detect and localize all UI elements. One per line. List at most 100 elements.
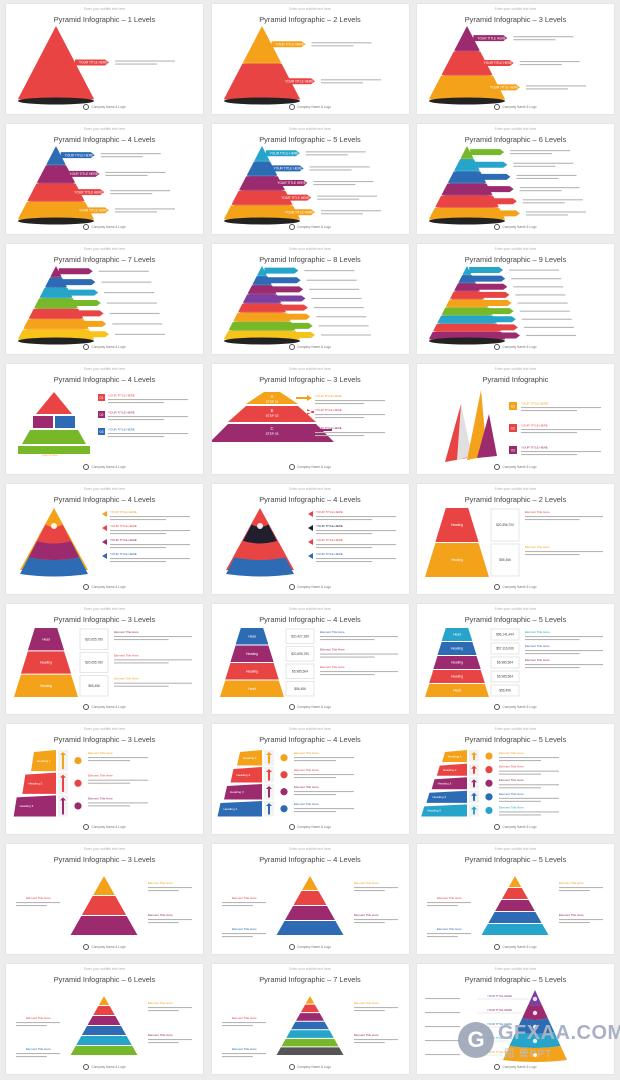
text-line — [559, 887, 603, 889]
number-badge — [509, 446, 517, 454]
slide-8[interactable]: Enter your subtitle text here Pyramid Inf… — [211, 244, 409, 354]
element-title: Element Title Here — [320, 648, 345, 652]
item-icon — [485, 766, 493, 774]
slide-artwork — [429, 146, 586, 225]
round-level-2 — [242, 524, 277, 544]
slide-20[interactable]: Enter your subtitle text here Pyramid Inf… — [211, 724, 409, 834]
text-line — [559, 922, 590, 924]
level-description — [522, 199, 583, 201]
slide-subtitle: Enter your subtitle text here — [494, 367, 537, 371]
slide-7[interactable]: Enter your subtitle text here Pyramid Inf… — [6, 244, 203, 354]
footer-label: Company Name & Logo — [296, 944, 332, 949]
level-description — [510, 153, 553, 155]
footer-label: Company Name & Logo — [502, 944, 537, 949]
text-line — [315, 544, 396, 546]
slide-13[interactable]: Enter your subtitle text here Pyramid Inf… — [6, 484, 203, 594]
level-description — [316, 198, 359, 200]
slide-4[interactable]: Enter your subtitle text here Pyramid Inf… — [6, 124, 203, 234]
slide-26[interactable]: Enter your subtitle text here Pyramid Inf… — [211, 964, 409, 1074]
flat-level-3 — [284, 906, 335, 920]
footer-label: Company Name & Logo — [502, 584, 537, 589]
slide-5[interactable]: Enter your subtitle text here Pyramid Inf… — [211, 124, 409, 234]
pyramid-level-3 — [27, 183, 85, 201]
item-title: YOUR TITLE HERE — [110, 510, 137, 514]
bar-level-4 — [217, 801, 262, 817]
slide-11[interactable]: Enter your subtitle text here Pyramid Inf… — [211, 364, 409, 474]
bar-level-1 — [442, 750, 467, 763]
up-arrow-icon — [471, 765, 477, 774]
flat-level-2 — [300, 1004, 319, 1013]
slide-22[interactable]: Enter your subtitle text here Pyramid Inf… — [6, 844, 203, 954]
number-label: 03 — [511, 449, 515, 453]
slide-16[interactable]: Enter your subtitle text here Pyramid Inf… — [6, 604, 203, 714]
level-description — [526, 85, 586, 87]
level-label-tab — [69, 310, 104, 317]
slide-subtitle: Enter your subtitle text here — [83, 487, 126, 491]
company-logo-icon — [288, 584, 295, 590]
level-label: YOUR TITLE HERE — [281, 196, 309, 200]
level-description — [511, 278, 562, 280]
pyramid-level-1 — [242, 26, 281, 63]
slide-2[interactable]: Enter your subtitle text here Pyramid Inf… — [211, 4, 409, 114]
text-line — [88, 802, 148, 804]
slide-23[interactable]: Enter your subtitle text here Pyramid Inf… — [211, 844, 409, 954]
slide-footer: Company Name & Logo — [6, 464, 203, 470]
text-line — [499, 770, 559, 772]
slide-footer: Company Name & Logo — [212, 224, 409, 230]
slide-subtitle: Enter your subtitle text here — [83, 127, 126, 131]
slide-title: Pyramid Infographic – 3 Levels — [259, 375, 361, 384]
level-description — [509, 269, 560, 271]
flat-level-4 — [276, 921, 343, 935]
slide-6[interactable]: Enter your subtitle text here Pyramid Inf… — [417, 124, 614, 234]
slide-9[interactable]: Enter your subtitle text here Pyramid Inf… — [417, 244, 614, 354]
text-line — [148, 1007, 192, 1009]
text-line — [353, 1039, 398, 1041]
slide-25[interactable]: Enter your subtitle text here Pyramid Inf… — [6, 964, 203, 1074]
slide-artwork: Head $20,427,189 Element Title Here Heading… — [219, 628, 398, 697]
pyramid-level-2 — [223, 63, 300, 99]
level-label-tab — [276, 194, 311, 201]
slide-subtitle: Enter your subtitle text here — [83, 727, 126, 731]
level-description — [112, 323, 163, 325]
level-value: $20,427,189 — [291, 634, 309, 638]
item-title: YOUR TITLE HERE — [108, 394, 135, 398]
pyramid-shadow — [18, 97, 94, 105]
slide-title: Pyramid Infographic – 2 Levels — [259, 15, 361, 24]
text-line — [425, 1026, 460, 1028]
number-label: 01 — [100, 396, 104, 400]
flat-level-6 — [280, 1038, 339, 1047]
slide-18[interactable]: Enter your subtitle text here Pyramid Inf… — [417, 604, 614, 714]
slide-27[interactable]: Enter your subtitle text here Pyramid Inf… — [417, 964, 614, 1074]
element-title: Element Title Here — [88, 751, 113, 755]
slide-title: Pyramid Infographic – 5 Levels — [464, 975, 567, 984]
slide-14[interactable]: Enter your subtitle text here Pyramid Inf… — [211, 484, 409, 594]
item-title: YOUR TITLE HERE — [487, 1036, 512, 1040]
footer-label: Company Name & Logo — [502, 344, 537, 349]
text-line — [353, 890, 385, 892]
slide-15[interactable]: Enter your subtitle text here Pyramid Inf… — [417, 484, 614, 594]
pyramid-level-5 — [223, 205, 300, 219]
slide-17[interactable]: Enter your subtitle text here Pyramid Inf… — [211, 604, 409, 714]
pyramid-level-2 — [454, 159, 480, 171]
element-title: Element Title Here — [294, 785, 319, 789]
slide-3[interactable]: Enter your subtitle text here Pyramid Inf… — [417, 4, 614, 114]
slide-19[interactable]: Enter your subtitle text here Pyramid Inf… — [6, 724, 203, 834]
level-label-tab — [483, 324, 518, 331]
text-line — [499, 787, 541, 789]
number-label: 01 — [511, 405, 515, 409]
slide-footer: Company Name & Logo — [417, 824, 614, 830]
footer-label: Company Name & Logo — [91, 1064, 126, 1069]
round-level-3 — [234, 541, 285, 560]
footer-label: Company Name & Logo — [296, 224, 332, 229]
text-line — [293, 757, 354, 759]
level-label: YOUR TITLE HERE — [79, 61, 107, 65]
level-description — [115, 211, 157, 213]
slide-1[interactable]: Enter your subtitle text here Pyramid Inf… — [6, 4, 203, 114]
slide-title: Pyramid Infographic – 4 Levels — [53, 495, 156, 504]
slide-12[interactable]: Enter your subtitle text here Pyramid Inf… — [417, 364, 614, 474]
slide-21[interactable]: Enter your subtitle text here Pyramid Inf… — [417, 724, 614, 834]
step-title: YOUR TITLE HERE — [315, 394, 342, 398]
step-level-3 — [211, 424, 334, 442]
slide-24[interactable]: Enter your subtitle text here Pyramid Inf… — [417, 844, 614, 954]
slide-10[interactable]: Enter your subtitle text here Pyramid Inf… — [6, 364, 203, 474]
